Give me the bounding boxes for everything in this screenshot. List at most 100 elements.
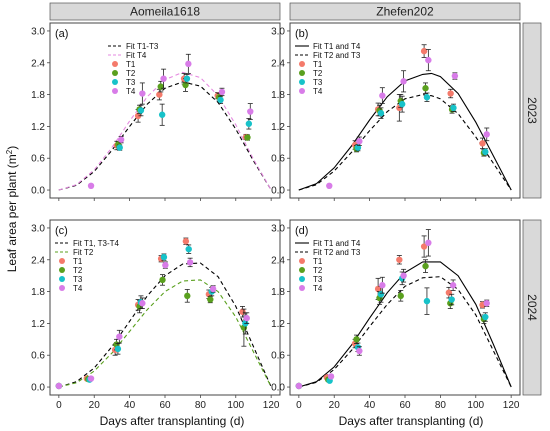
fit-line xyxy=(58,262,272,388)
column-strip-label: Aomeila1618 xyxy=(130,5,200,19)
data-point xyxy=(114,345,122,353)
fit-line xyxy=(298,72,512,191)
x-axis-title-right: Days after transplanting (d) xyxy=(339,414,484,428)
data-point xyxy=(420,47,428,55)
data-point xyxy=(377,291,385,298)
data-point xyxy=(87,375,95,382)
legend-label: Fit T1 and T4 xyxy=(313,239,361,248)
y-axis-title: Leaf area per plant (m2) xyxy=(5,146,19,273)
legend-marker xyxy=(59,267,65,273)
x-tick-label: 60 xyxy=(399,400,411,411)
data-point xyxy=(159,276,166,284)
svg-text:Leaf area per plant (m2): Leaf area per plant (m2) xyxy=(5,146,19,273)
legend-marker xyxy=(299,61,305,67)
data-point xyxy=(137,107,145,114)
y-tick-label: 1.8 xyxy=(271,287,285,298)
data-point xyxy=(400,78,407,85)
legend-marker xyxy=(59,276,65,282)
data-point xyxy=(379,92,386,99)
data-point xyxy=(243,314,250,322)
legend-label: Fit T2 xyxy=(73,248,94,257)
y-tick-label: 1.2 xyxy=(31,319,45,330)
row-strip xyxy=(522,219,542,396)
data-point xyxy=(162,261,169,269)
x-tick-label: 100 xyxy=(227,400,244,411)
data-point xyxy=(183,75,191,82)
data-point xyxy=(422,85,429,92)
data-point xyxy=(218,88,226,96)
panel-frame xyxy=(49,219,281,396)
legend-label: T2 xyxy=(73,266,83,275)
legend-marker xyxy=(299,276,305,282)
data-point xyxy=(182,238,190,245)
data-point xyxy=(247,108,254,115)
y-tick-label: 1.2 xyxy=(271,319,285,330)
data-point xyxy=(116,144,123,151)
data-point xyxy=(157,83,164,90)
legend-label: T3 xyxy=(313,78,323,87)
column-strip-label: Zhefen202 xyxy=(376,5,434,19)
legend-label: T2 xyxy=(313,69,323,78)
data-point xyxy=(209,285,217,293)
y-tick-label: 2.4 xyxy=(271,255,285,266)
y-tick-label: 0.6 xyxy=(271,154,285,165)
data-point xyxy=(182,81,189,89)
x-tick-label: 60 xyxy=(159,400,171,411)
data-point xyxy=(482,313,489,321)
y-tick-label: 2.4 xyxy=(31,58,45,69)
y-tick-label: 3.0 xyxy=(271,26,285,37)
y-axis-title-main: Leaf area per plant (m xyxy=(5,154,19,272)
y-tick-label: 0.6 xyxy=(31,154,45,165)
data-point xyxy=(425,56,432,64)
data-point xyxy=(354,144,362,151)
data-point xyxy=(400,272,407,279)
data-point xyxy=(158,111,166,118)
panel-tag: (c) xyxy=(55,225,68,237)
x-tick-label: 40 xyxy=(364,400,376,411)
data-point xyxy=(450,104,457,112)
data-point xyxy=(244,134,251,141)
y-tick-label: 0.0 xyxy=(31,186,45,197)
legend-marker xyxy=(112,61,118,67)
legend-marker xyxy=(299,267,305,273)
legend-label: Fit T4 xyxy=(126,51,147,60)
data-point xyxy=(423,297,431,305)
panel-frame xyxy=(49,22,281,199)
legend-label: T4 xyxy=(73,284,83,293)
legend-marker xyxy=(112,79,118,85)
x-axis-title-left: Days after transplanting (d) xyxy=(100,414,245,428)
data-point xyxy=(185,60,192,68)
legend-label: T1 xyxy=(313,60,323,69)
legend-label: T3 xyxy=(73,275,83,284)
x-tick-label: 0 xyxy=(296,400,302,411)
row-strip-label: 2023 xyxy=(525,97,539,124)
data-point xyxy=(479,140,486,147)
legend-marker xyxy=(299,258,305,264)
legend-label: Fit T1, T3-T4 xyxy=(73,239,119,248)
data-point xyxy=(186,259,194,266)
data-point xyxy=(425,239,432,247)
data-point xyxy=(398,100,406,108)
data-point xyxy=(451,72,459,80)
legend-marker xyxy=(299,285,305,291)
legend-label: Fit T2 and T3 xyxy=(313,51,361,60)
data-point xyxy=(422,262,429,270)
data-point xyxy=(482,148,489,156)
data-point xyxy=(356,347,363,355)
row-strip xyxy=(522,22,542,199)
x-tick-label: 120 xyxy=(503,400,520,411)
data-point xyxy=(377,109,385,117)
data-point xyxy=(184,292,191,300)
data-point xyxy=(397,292,404,300)
y-tick-label: 1.8 xyxy=(31,90,45,101)
column-strip xyxy=(289,2,521,21)
y-tick-label: 3.0 xyxy=(31,223,45,234)
panel-tag: (d) xyxy=(295,225,308,237)
y-tick-label: 1.8 xyxy=(31,287,45,298)
legend-label: Fit T2 and T3 xyxy=(313,248,361,257)
y-tick-label: 1.2 xyxy=(31,122,45,133)
